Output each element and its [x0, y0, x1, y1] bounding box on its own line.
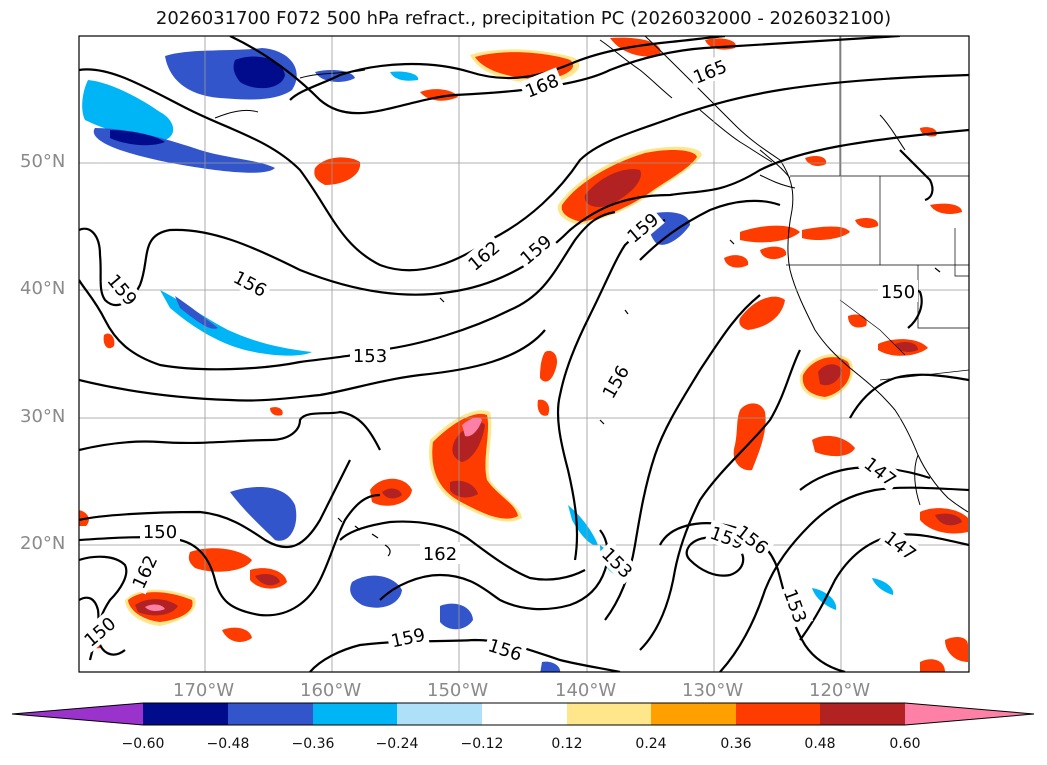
colorbar-swatch [482, 703, 567, 725]
plot-frame [78, 35, 970, 673]
contour-label: 153 [353, 346, 387, 367]
map-title: 2026031700 F072 500 hPa refract., precip… [155, 8, 892, 29]
colorbar-swatch [651, 703, 736, 725]
colorbar-swatch [228, 703, 313, 725]
refractivity-contours [79, 36, 969, 672]
lon-label: 150°W [427, 680, 489, 701]
coastlines [214, 36, 969, 513]
colorbar-extend-max [905, 703, 1034, 725]
colorbar-swatch [820, 703, 905, 725]
lat-label: 20°N [20, 533, 66, 554]
graticule [79, 36, 969, 672]
lat-label: 30°N [20, 406, 66, 427]
colorbar-swatch [567, 703, 651, 725]
colorbar-tick-label: 0.60 [889, 736, 921, 752]
lon-label: 120°W [809, 680, 871, 701]
colorbar [11, 702, 1035, 726]
lon-label: 140°W [555, 680, 617, 701]
colorbar-tick-label: 0.36 [720, 736, 752, 752]
colorbar-extend-min [12, 703, 143, 725]
lat-label: 40°N [20, 278, 66, 299]
contour-label: 150 [881, 282, 915, 303]
colorbar-tick-label: 0.48 [804, 736, 836, 752]
colorbar-tick-label: −0.36 [291, 736, 335, 752]
lat-label: 50°N [20, 151, 66, 172]
lon-label: 160°W [300, 680, 362, 701]
islands [337, 239, 941, 557]
lon-label: 170°W [173, 680, 235, 701]
colorbar-swatch [736, 703, 820, 725]
colorbar-tick-label: −0.60 [121, 736, 165, 752]
contour-label: 150 [143, 522, 177, 543]
colorbar-swatch [313, 703, 397, 725]
map-plot-area: 168 165 162 159 159 156 159 153 156 150 … [79, 36, 969, 672]
lon-label: 130°W [682, 680, 744, 701]
contour-label: 162 [423, 544, 457, 565]
colorbar-tick-label: −0.24 [375, 736, 419, 752]
colorbar-swatch [143, 703, 228, 725]
colorbar-tick-label: −0.12 [460, 736, 504, 752]
colorbar-tick-label: 0.12 [551, 736, 583, 752]
colorbar-swatch [397, 703, 482, 725]
colorbar-tick-label: 0.24 [635, 736, 667, 752]
colorbar-tick-label: −0.48 [206, 736, 250, 752]
